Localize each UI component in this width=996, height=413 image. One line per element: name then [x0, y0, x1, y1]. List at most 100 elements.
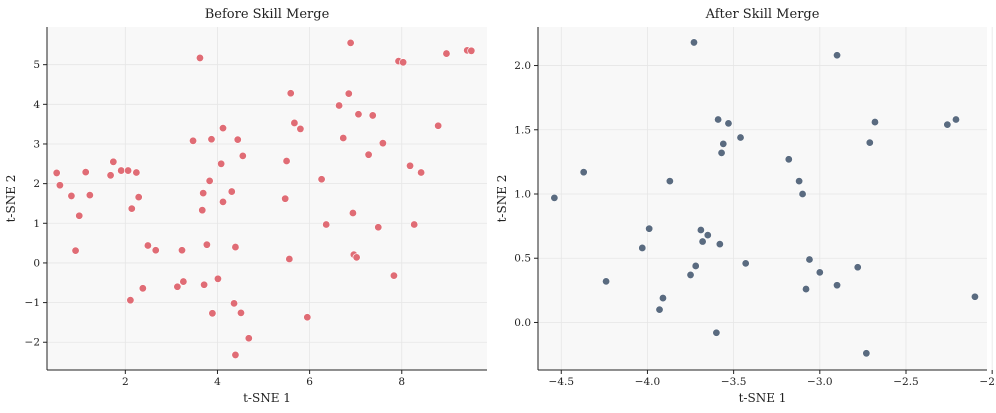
- before-point: [410, 220, 419, 229]
- before-point: [55, 181, 64, 190]
- before-point: [406, 161, 415, 170]
- after-point: [862, 349, 871, 358]
- after-point: [815, 268, 824, 277]
- before-y-tick-label: 0: [33, 257, 40, 269]
- before-point: [285, 254, 294, 263]
- before-point: [219, 197, 228, 206]
- before-point: [238, 151, 247, 160]
- after-point: [853, 263, 862, 272]
- after-x-tick-label: −3.5: [721, 376, 747, 388]
- before-x-tick-label: 6: [306, 376, 313, 388]
- before-point: [208, 309, 217, 318]
- after-point: [833, 51, 842, 60]
- before-y-axis-label: t-SNE 2: [4, 175, 18, 223]
- before-chart-title: Before Skill Merge: [205, 7, 330, 22]
- before-point: [231, 243, 240, 252]
- before-point: [143, 241, 152, 250]
- before-point: [151, 246, 160, 255]
- before-point: [117, 166, 126, 175]
- before-y-tick-label: 5: [33, 59, 40, 71]
- before-point: [227, 187, 236, 196]
- before-point: [286, 89, 295, 98]
- before-x-tick-label: 2: [122, 376, 129, 388]
- before-point: [352, 253, 361, 262]
- after-x-tick-label: −4.0: [635, 376, 661, 388]
- before-point: [205, 176, 214, 185]
- after-x-axis-label: t-SNE 1: [739, 391, 787, 405]
- after-point: [741, 259, 750, 268]
- after-point: [784, 155, 793, 164]
- after-point: [833, 281, 842, 290]
- after-point: [691, 261, 700, 270]
- before-point: [233, 135, 242, 144]
- after-point: [865, 138, 874, 147]
- after-point: [638, 243, 647, 252]
- before-point: [75, 211, 84, 220]
- before-point: [344, 89, 353, 98]
- after-plot-area: [538, 27, 987, 370]
- before-point: [138, 284, 147, 293]
- before-point: [378, 139, 387, 148]
- after-point: [715, 240, 724, 249]
- after-point: [795, 177, 804, 186]
- after-point: [719, 139, 728, 148]
- before-x-tick-label: 8: [398, 376, 405, 388]
- before-y-tick-label: 4: [33, 99, 40, 111]
- after-point: [658, 294, 667, 303]
- before-point: [231, 350, 240, 359]
- after-point: [698, 237, 707, 246]
- after-point: [689, 38, 698, 47]
- before-point: [189, 136, 198, 145]
- before-point: [195, 53, 204, 62]
- before-point: [346, 38, 355, 47]
- after-point: [805, 255, 814, 264]
- after-point: [602, 277, 611, 286]
- before-point: [207, 135, 216, 144]
- after-y-tick-label: 1.0: [514, 189, 531, 201]
- before-point: [219, 124, 228, 133]
- after-point: [717, 148, 726, 157]
- before-point: [200, 280, 209, 289]
- after-y-tick-label: 1.5: [514, 124, 531, 136]
- before-point: [442, 49, 451, 58]
- after-merge-panel: −4.5 −4.0 −3.5 −3.0 −2.5 −2.0 0.0 0.5 1.0 1.5 2.0 A…: [495, 7, 996, 405]
- before-y-tick-label: 3: [33, 138, 40, 150]
- before-point: [134, 193, 143, 202]
- after-point: [943, 120, 952, 129]
- before-point: [322, 220, 331, 229]
- before-point: [81, 168, 90, 177]
- before-point: [282, 157, 291, 166]
- before-y-tick-label: 1: [33, 218, 40, 230]
- after-point: [798, 190, 807, 199]
- before-point: [177, 246, 186, 255]
- before-point: [213, 274, 222, 283]
- before-point: [106, 171, 115, 180]
- after-x-tick-label: −4.5: [549, 376, 575, 388]
- before-point: [417, 168, 426, 177]
- before-point: [179, 277, 188, 286]
- before-point: [109, 157, 118, 166]
- after-point: [550, 193, 559, 202]
- after-y-tick-label: 2.0: [514, 60, 531, 72]
- before-point: [199, 189, 208, 198]
- before-plot-area: [47, 27, 487, 370]
- after-point: [970, 292, 979, 301]
- before-point: [127, 204, 136, 213]
- before-point: [368, 111, 377, 120]
- before-point: [244, 334, 253, 343]
- before-point: [303, 313, 312, 322]
- before-point: [374, 223, 383, 232]
- after-point: [712, 328, 721, 337]
- before-y-tick-label: −1: [25, 297, 40, 309]
- before-point: [339, 134, 348, 143]
- after-point: [714, 115, 723, 124]
- after-x-tick-label: −2.0: [979, 376, 996, 388]
- after-point: [802, 285, 811, 294]
- before-point: [281, 194, 290, 203]
- before-point: [126, 296, 135, 305]
- before-point: [354, 110, 363, 119]
- after-y-tick-label: 0.0: [514, 317, 531, 329]
- before-point: [230, 299, 239, 308]
- after-y-axis-label: t-SNE 2: [495, 175, 509, 223]
